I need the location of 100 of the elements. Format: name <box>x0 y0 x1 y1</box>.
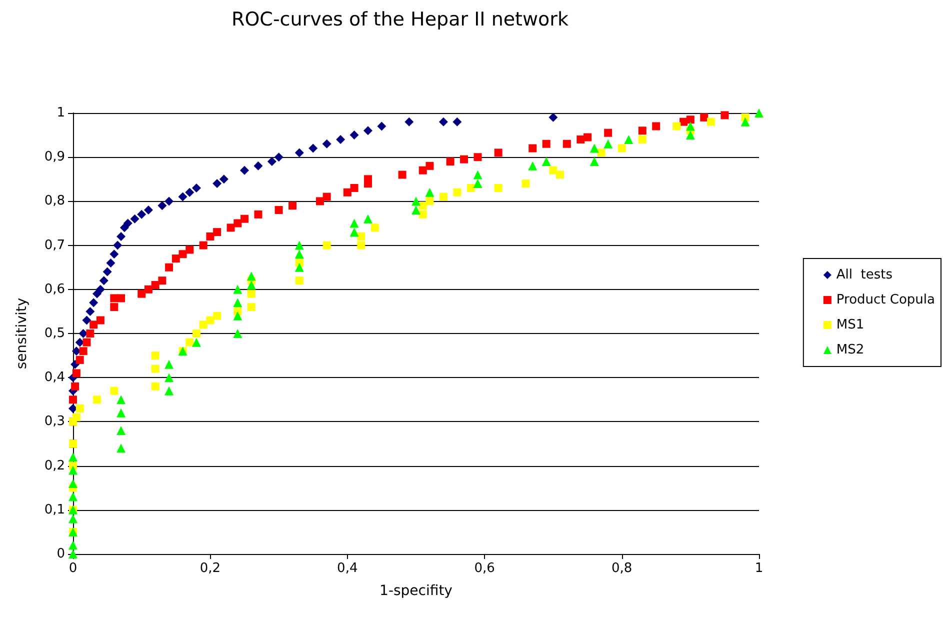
point <box>426 197 434 206</box>
point <box>164 373 174 382</box>
point <box>144 206 153 215</box>
point <box>165 263 174 272</box>
point <box>267 157 276 166</box>
point <box>213 312 222 320</box>
legend-label: Product Copula <box>836 292 935 308</box>
point <box>186 338 194 346</box>
point <box>322 241 331 250</box>
point <box>178 250 187 258</box>
point <box>158 201 167 210</box>
point <box>473 170 482 180</box>
point <box>528 161 538 170</box>
point <box>652 122 660 130</box>
point <box>68 452 78 462</box>
point <box>68 478 78 488</box>
point <box>590 144 599 153</box>
point <box>576 135 585 144</box>
point <box>672 122 681 130</box>
point <box>123 218 132 228</box>
point <box>69 396 77 404</box>
point <box>226 224 235 232</box>
point <box>308 144 318 153</box>
point <box>686 122 695 131</box>
y-tick-label: 0,5 <box>44 326 65 341</box>
point <box>494 148 502 157</box>
y-tick-label: 0,7 <box>44 238 65 253</box>
y-tick-label: 0,3 <box>44 414 65 430</box>
point <box>494 184 502 192</box>
y-tick-label: 0,6 <box>44 282 65 297</box>
point <box>350 130 359 140</box>
point <box>294 240 304 250</box>
point <box>350 228 359 237</box>
point <box>86 306 95 316</box>
point <box>233 298 242 308</box>
point <box>72 413 80 422</box>
point <box>234 219 242 228</box>
point <box>754 108 764 118</box>
point <box>542 140 550 148</box>
point <box>240 214 248 223</box>
point <box>96 316 104 324</box>
point <box>426 162 434 170</box>
point <box>294 148 304 158</box>
point <box>110 386 118 395</box>
point <box>364 175 372 184</box>
point <box>137 210 146 219</box>
x-tick-label: 0,6 <box>474 561 495 576</box>
point <box>68 540 78 550</box>
point <box>90 320 98 329</box>
point <box>110 250 119 259</box>
point <box>453 188 462 196</box>
point <box>164 360 174 369</box>
point <box>206 316 214 324</box>
point <box>562 140 571 148</box>
point <box>452 117 462 126</box>
point <box>158 276 166 285</box>
point <box>336 134 346 144</box>
y-tick-label: 0,8 <box>44 194 65 209</box>
point <box>706 118 715 126</box>
point <box>76 404 84 412</box>
point <box>460 155 468 164</box>
point <box>233 284 242 294</box>
point <box>363 214 372 224</box>
point <box>178 192 188 202</box>
point <box>130 214 140 224</box>
point <box>528 144 537 152</box>
x-tick-label: 0,2 <box>200 561 221 576</box>
point <box>76 356 84 364</box>
point <box>86 330 94 338</box>
point <box>68 492 78 502</box>
point <box>686 116 694 124</box>
point <box>144 285 152 294</box>
y-axis-title: sensitivity <box>14 298 30 370</box>
chart-title: ROC-curves of the Hepar II network <box>232 8 568 30</box>
point <box>584 133 592 142</box>
x-tick-label: 0,4 <box>337 561 358 576</box>
point <box>604 139 613 148</box>
point <box>377 122 386 131</box>
legend-label: MS1 <box>836 318 864 332</box>
point <box>102 267 112 276</box>
point <box>113 240 122 250</box>
point <box>474 153 482 162</box>
point <box>638 135 646 144</box>
point <box>295 276 304 285</box>
point <box>72 369 80 378</box>
point <box>116 408 126 418</box>
point <box>370 224 379 232</box>
point <box>542 157 551 166</box>
point <box>274 152 284 162</box>
point <box>638 126 646 135</box>
point <box>247 290 256 298</box>
point <box>164 196 174 206</box>
point <box>294 250 304 259</box>
point <box>343 188 352 196</box>
point <box>322 192 331 201</box>
point <box>240 166 249 175</box>
point <box>740 117 750 126</box>
point <box>246 280 256 290</box>
point <box>294 262 304 272</box>
point <box>92 289 102 298</box>
